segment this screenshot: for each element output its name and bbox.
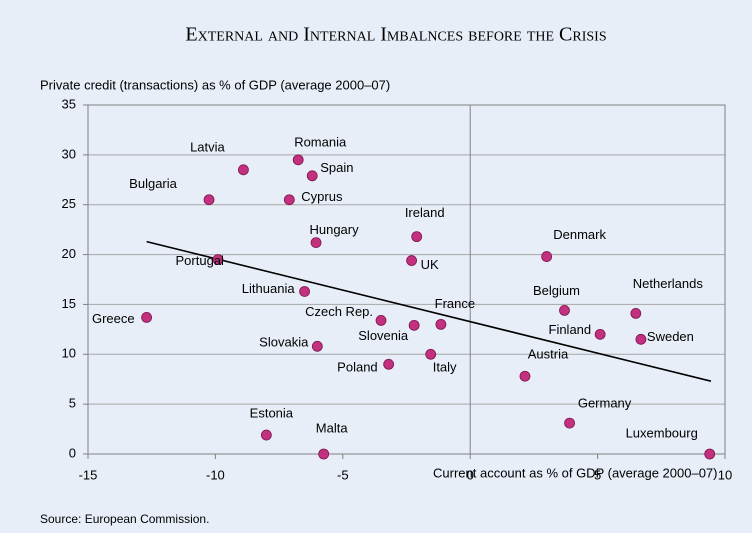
point-label: Slovakia <box>259 335 309 350</box>
y-tick-label: 20 <box>62 246 76 261</box>
point <box>630 308 642 319</box>
y-tick-label: 30 <box>62 146 76 161</box>
y-tick-label: 15 <box>62 296 76 311</box>
point-label: Greece <box>92 311 135 326</box>
plot-frame <box>87 104 726 455</box>
point <box>260 429 272 441</box>
point-label: Romania <box>294 134 347 149</box>
point-label: Luxembourg <box>626 425 698 440</box>
point-label: Austria <box>528 347 569 362</box>
point-label: Finland <box>549 322 592 337</box>
point <box>310 237 322 249</box>
point <box>564 417 575 429</box>
point-label: Denmark <box>553 227 606 242</box>
point <box>408 319 420 331</box>
point <box>594 328 606 340</box>
point-label: Bulgaria <box>129 176 177 191</box>
point <box>238 164 249 176</box>
x-tick-label: 0 <box>467 467 474 482</box>
point <box>299 286 310 297</box>
point-label: Belgium <box>533 283 580 298</box>
point-label: Ireland <box>405 205 445 220</box>
point <box>519 370 531 382</box>
point-label: Latvia <box>190 139 225 154</box>
point-label: Germany <box>578 396 632 411</box>
point <box>212 254 224 265</box>
x-tick-label: -10 <box>206 467 225 482</box>
point-label: Netherlands <box>633 276 704 291</box>
point <box>704 448 716 460</box>
point-label: Hungary <box>309 222 359 237</box>
point <box>635 333 647 345</box>
y-tick-label: 0 <box>69 445 76 460</box>
point-label: Spain <box>320 160 353 175</box>
point <box>141 311 153 323</box>
point <box>411 231 423 243</box>
trendline <box>146 240 712 382</box>
y-tick-label: 5 <box>69 396 76 411</box>
y-tick-label: 25 <box>62 196 76 211</box>
point-label: France <box>435 296 475 311</box>
chart-title: External and Internal Imbalnces before t… <box>185 24 606 46</box>
point <box>425 348 437 360</box>
x-axis-label: Current account as % of GDP (average 200… <box>433 465 717 480</box>
point <box>435 318 447 330</box>
y-tick-label: 35 <box>62 96 76 111</box>
point <box>311 340 323 352</box>
point <box>375 314 387 326</box>
point <box>559 305 570 316</box>
point <box>541 251 553 262</box>
x-tick-label: 10 <box>718 467 732 482</box>
point-label: Italy <box>433 360 457 375</box>
point-label: Estonia <box>250 405 294 420</box>
point <box>306 170 318 182</box>
point-label: Slovenia <box>358 328 409 343</box>
point-label: UK <box>421 257 439 272</box>
point-label: Cyprus <box>301 189 343 204</box>
point <box>292 154 304 166</box>
point <box>203 194 215 206</box>
point-label: Lithuania <box>242 281 296 296</box>
x-tick-label: 5 <box>594 467 601 482</box>
source: Source: European Commission. <box>40 512 209 526</box>
x-tick-label: -5 <box>337 467 349 482</box>
point <box>406 255 417 266</box>
point-label: Poland <box>337 360 377 375</box>
point-label: Sweden <box>647 329 694 344</box>
point <box>383 358 395 370</box>
point <box>318 448 330 460</box>
x-tick-label: -15 <box>79 467 98 482</box>
point-label: Portugal <box>176 253 225 268</box>
point-label: Czech Rep. <box>305 304 373 319</box>
y-axis-label: Private credit (transactions) as % of GD… <box>40 77 390 92</box>
y-tick-label: 10 <box>62 346 76 361</box>
point-label: Malta <box>316 420 349 435</box>
point <box>283 194 295 206</box>
